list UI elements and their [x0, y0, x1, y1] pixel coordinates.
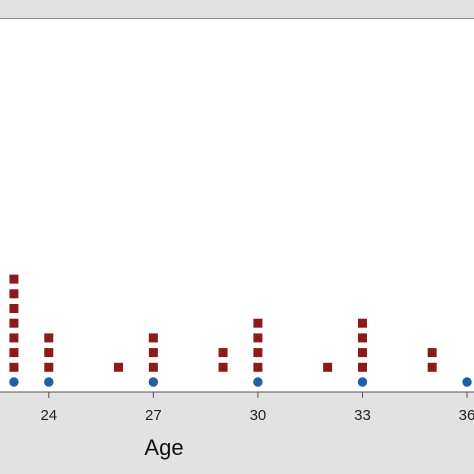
dot-square — [44, 333, 54, 343]
dot-circle — [357, 377, 368, 387]
plot-area — [0, 19, 474, 392]
dot-square — [44, 362, 54, 372]
dot-square — [323, 362, 333, 372]
dot-circle — [148, 377, 159, 387]
dot-square — [357, 333, 367, 343]
x-tick-label: 30 — [250, 407, 267, 424]
dot-square — [357, 348, 367, 358]
dot-square — [253, 362, 263, 372]
dot-square — [9, 274, 19, 284]
dot-square — [427, 362, 437, 372]
dot-square — [44, 348, 54, 358]
x-tick-label: 33 — [354, 407, 371, 424]
dot-square — [218, 362, 228, 372]
dot-square — [357, 318, 367, 328]
dot-square — [9, 318, 19, 328]
dot-circle — [253, 377, 263, 387]
dot-circle — [44, 377, 54, 387]
dot-square — [9, 348, 19, 358]
dot-circle — [9, 377, 19, 387]
dot-square — [253, 348, 263, 358]
dot-square — [427, 348, 437, 358]
dot-square — [148, 362, 158, 372]
x-tick-label: 24 — [40, 407, 57, 424]
dot-circle — [462, 377, 472, 387]
dot-square — [148, 333, 158, 343]
dot-square — [9, 333, 19, 343]
dot-square — [357, 362, 367, 372]
dot-square — [9, 362, 19, 372]
dot-square — [253, 318, 263, 328]
x-axis: 24 27 30 33 36 — [0, 391, 474, 424]
data-marks — [9, 274, 472, 387]
dot-square — [148, 348, 158, 358]
header-band — [0, 0, 474, 19]
dot-square — [9, 304, 19, 313]
x-tick-label: 27 — [145, 407, 162, 424]
x-axis-title: Age — [144, 435, 183, 460]
dot-square — [9, 289, 19, 299]
dot-square — [218, 348, 228, 358]
dot-square — [253, 333, 263, 343]
dot-square — [114, 362, 123, 372]
x-tick-label: 36 — [459, 407, 474, 424]
